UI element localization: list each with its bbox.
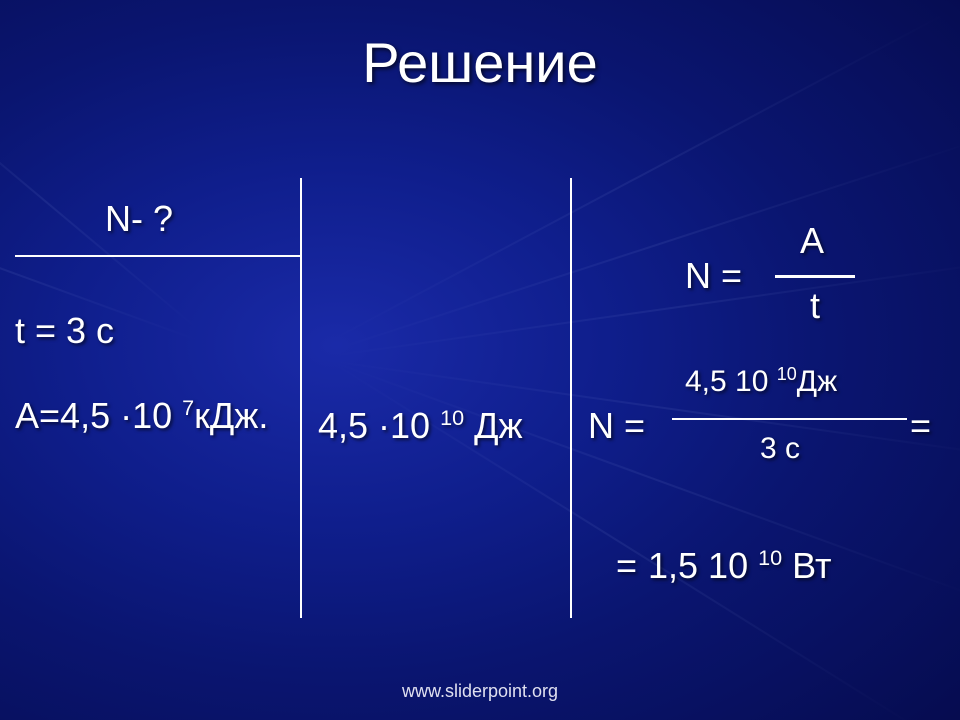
calc-num-exp: 10 <box>777 364 797 384</box>
result-equals: = <box>616 545 637 587</box>
formula-lhs: N = <box>685 255 742 297</box>
conversion-exp: 10 <box>440 405 464 430</box>
conversion-unit: Дж <box>464 405 522 446</box>
slide-title: Решение <box>0 30 960 95</box>
calc-num-value: 4,5 10 <box>685 365 777 398</box>
conversion-a: 4,5 ·10 10 Дж <box>318 405 523 447</box>
calc-numerator: 4,5 10 10Дж <box>685 365 837 399</box>
divider-vertical-1 <box>300 178 302 618</box>
divider-vertical-2 <box>570 178 572 618</box>
given-a-exp: 7 <box>182 395 194 420</box>
given-a-value: 4,5 ·10 <box>60 395 182 436</box>
result-value: 1,5 10 10 Вт <box>648 545 831 587</box>
given-divider-horizontal <box>15 255 300 257</box>
slide: Решение N- ? t = 3 с А=4,5 ·10 7кДж. 4,5… <box>0 0 960 720</box>
calc-denominator: 3 с <box>760 432 800 466</box>
formula-denominator: t <box>810 285 820 327</box>
calc-equals: = <box>910 405 931 447</box>
unknown-label: N- ? <box>105 198 173 240</box>
result-unit: Вт <box>782 545 831 586</box>
decorative-streak <box>330 360 960 601</box>
calc-lhs: N = <box>588 405 645 447</box>
decorative-streak <box>330 134 960 352</box>
conversion-value: 4,5 ·10 <box>318 405 440 446</box>
given-a: А=4,5 ·10 7кДж. <box>15 395 268 437</box>
calc-fraction-bar <box>672 418 907 420</box>
result-val: 1,5 10 <box>648 545 758 586</box>
result-exp: 10 <box>758 545 782 570</box>
given-a-prefix: А= <box>15 395 60 436</box>
formula-numerator: A <box>800 220 824 262</box>
footer-text: www.sliderpoint.org <box>0 681 960 702</box>
given-a-unit: кДж. <box>194 395 268 436</box>
calc-num-unit: Дж <box>797 365 837 398</box>
given-t: t = 3 с <box>15 310 114 352</box>
formula-fraction-bar <box>775 275 855 278</box>
decorative-streak <box>330 258 960 357</box>
